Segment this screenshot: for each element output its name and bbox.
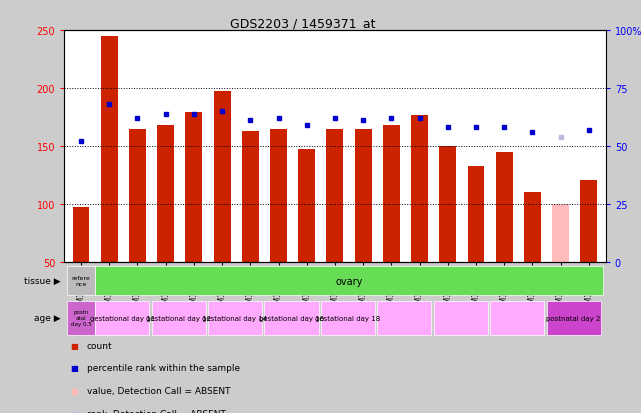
Text: value, Detection Call = ABSENT: value, Detection Call = ABSENT [87,386,230,395]
Text: gestational day 12: gestational day 12 [146,315,211,321]
Bar [67,301,95,335]
Bar [72,208,90,262]
Bar [95,301,149,335]
Text: ■: ■ [71,363,78,373]
Bar [157,126,174,262]
Bar [185,113,203,262]
Text: tissue ▶: tissue ▶ [24,276,61,285]
Bar [298,150,315,262]
Bar [208,301,262,335]
Text: count: count [87,341,112,350]
Bar [270,129,287,262]
Text: gestational day 16: gestational day 16 [259,315,324,321]
Text: gestational day 11: gestational day 11 [90,315,155,321]
Bar [524,193,541,262]
Text: gestational day 18: gestational day 18 [315,315,381,321]
Bar [129,129,146,262]
Bar [67,266,95,296]
Bar [490,301,544,335]
Text: postn
atal
day 0.5: postn atal day 0.5 [71,310,92,326]
Bar [495,152,513,262]
Bar [326,129,344,262]
Bar [354,129,372,262]
Text: ■: ■ [71,386,78,395]
Bar [101,37,118,262]
Bar [467,166,485,262]
Bar [378,301,431,335]
Bar [434,301,488,335]
Bar [439,147,456,262]
Text: percentile rank within the sample: percentile rank within the sample [87,363,240,373]
Bar [580,180,597,262]
Bar [151,301,206,335]
Bar [320,301,375,335]
Text: age ▶: age ▶ [34,313,61,323]
Bar [383,126,400,262]
Text: ■: ■ [71,341,78,350]
Text: gestational day 14: gestational day 14 [203,315,268,321]
Bar [411,115,428,262]
Bar [264,301,319,335]
Text: ■: ■ [71,409,78,413]
Text: rank, Detection Call = ABSENT: rank, Detection Call = ABSENT [87,409,226,413]
Bar [552,204,569,262]
Text: GDS2203 / 1459371_at: GDS2203 / 1459371_at [230,17,376,29]
Text: ovary: ovary [335,276,363,286]
Bar [242,132,259,262]
Bar [213,92,231,262]
Text: refere
nce: refere nce [72,275,90,286]
Text: postnatal day 2: postnatal day 2 [546,315,601,321]
Bar [547,301,601,335]
